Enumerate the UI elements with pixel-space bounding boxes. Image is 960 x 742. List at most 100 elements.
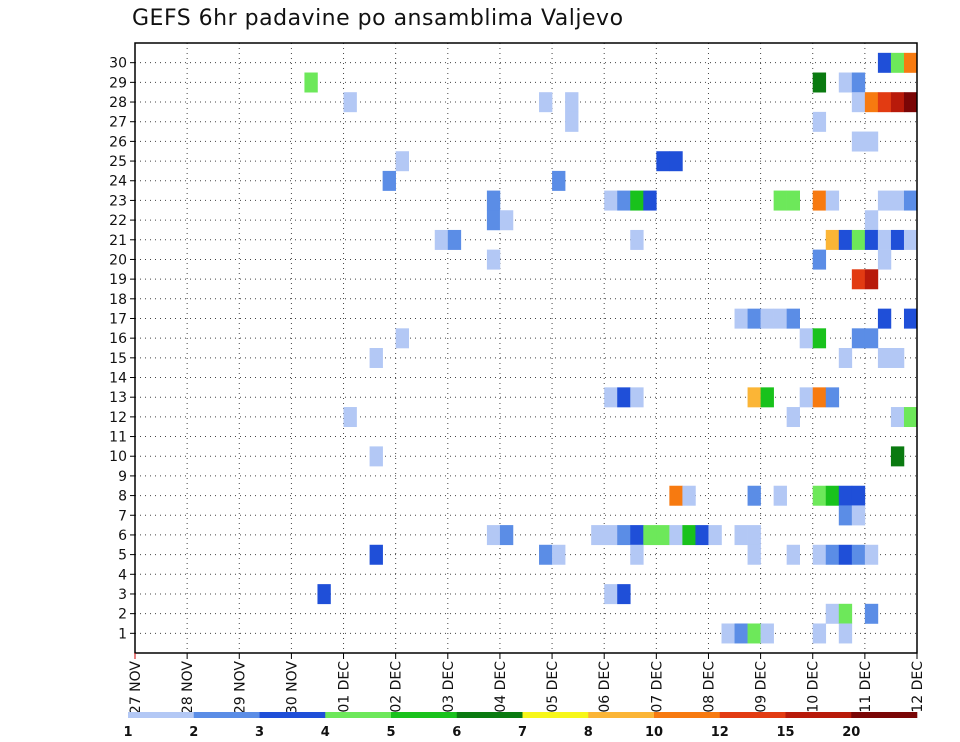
heatmap-cell	[903, 190, 918, 211]
colorbar-segment	[193, 712, 260, 718]
heatmap-cell	[838, 544, 853, 565]
heatmap-cell	[486, 210, 501, 231]
y-tick-label: 24	[109, 174, 127, 190]
x-tick-label: 04 DEC	[493, 661, 509, 713]
colorbar-segment	[654, 712, 721, 718]
heatmap-cell	[851, 485, 866, 506]
heatmap-cell	[343, 407, 357, 428]
heatmap-cell	[864, 544, 879, 565]
heatmap-cell	[304, 72, 318, 93]
heatmap-cell	[838, 623, 853, 644]
y-tick-label: 8	[118, 489, 127, 505]
y-tick-label: 16	[109, 331, 127, 347]
heatmap-cell	[877, 190, 892, 211]
heatmap-cell	[630, 525, 644, 546]
heatmap-cell	[864, 328, 879, 349]
heatmap-cell	[369, 446, 383, 467]
heatmap-cell	[656, 151, 670, 172]
colorbar-segment	[719, 712, 786, 718]
heatmap-cell	[825, 544, 840, 565]
y-tick-label: 21	[109, 233, 127, 249]
y-tick-label: 6	[118, 528, 127, 544]
heatmap-cell	[825, 603, 840, 624]
x-tick-label: 27 NOV	[128, 661, 144, 715]
heatmap-cell	[773, 485, 787, 506]
heatmap-cell	[317, 584, 331, 605]
heatmap-cell	[343, 92, 357, 113]
heatmap-cell	[877, 52, 892, 73]
heatmap-cell	[617, 387, 631, 408]
heatmap-cell	[734, 308, 748, 329]
heatmap-cell	[591, 525, 605, 546]
plot-frame	[134, 42, 918, 654]
heatmap-cell	[864, 269, 879, 290]
heatmap-cell	[812, 328, 827, 349]
heatmap-cell	[890, 52, 905, 73]
heatmap-cell	[890, 446, 905, 467]
heatmap-cell	[760, 387, 774, 408]
colorbar-segment	[456, 712, 523, 718]
heatmap-cell	[838, 72, 853, 93]
colorbar-label: 7	[518, 725, 527, 740]
heatmap-cell	[877, 249, 892, 270]
heatmap-cell	[851, 92, 866, 113]
heatmap-cell	[604, 387, 618, 408]
heatmap-cell	[669, 151, 683, 172]
y-tick-label: 29	[109, 75, 127, 91]
x-tick-label: 07 DEC	[649, 661, 665, 713]
heatmap-cell	[382, 170, 396, 191]
heatmap-cell	[890, 190, 905, 211]
heatmap-cell	[734, 525, 748, 546]
x-tick-label: 29 NOV	[232, 661, 248, 715]
heatmap-cell	[851, 505, 866, 526]
colorbar-label: 3	[255, 725, 264, 740]
heatmap-cell	[877, 348, 892, 368]
chart-title: GEFS 6hr padavine po ansamblima Valjevo	[132, 6, 624, 31]
heatmap-cell	[864, 210, 879, 231]
colorbar-label: 8	[584, 725, 593, 740]
heatmap-cell	[669, 485, 683, 506]
y-tick-label: 4	[118, 567, 127, 583]
heatmap-cell	[838, 603, 853, 624]
heatmap-cell	[747, 308, 761, 329]
heatmap-cell	[903, 52, 918, 73]
y-tick-label: 20	[109, 252, 127, 268]
heatmap-cell	[760, 623, 774, 644]
heatmap-cell	[851, 544, 866, 565]
colorbar-label: 1	[123, 725, 132, 740]
heatmap-cell	[708, 525, 722, 546]
x-tick-label: 05 DEC	[545, 661, 561, 713]
heatmap-cell	[812, 387, 827, 408]
heatmap-cell	[825, 229, 840, 250]
heatmap-cell	[825, 485, 840, 506]
heatmap-cell	[838, 505, 853, 526]
heatmap-cell	[630, 387, 644, 408]
x-tick-label: 11 DEC	[858, 661, 874, 713]
colorbar-label: 6	[452, 725, 461, 740]
heatmap-cell	[851, 131, 866, 152]
heatmap-cell	[812, 72, 827, 93]
heatmap-cell	[812, 623, 827, 644]
heatmap-cell	[773, 308, 787, 329]
colorbar-segment	[851, 712, 918, 718]
heatmap-cell	[552, 170, 566, 191]
colorbar-segment	[325, 712, 392, 718]
x-tick-label: 06 DEC	[597, 661, 613, 713]
heatmap-cell	[903, 92, 918, 113]
colorbar-segment	[522, 712, 589, 718]
heatmap-cell	[864, 131, 879, 152]
heatmap-cell	[851, 229, 866, 250]
heatmap-cell	[786, 308, 800, 329]
heatmap-cell	[786, 190, 800, 211]
y-tick-label: 30	[109, 56, 127, 72]
heatmap-cell	[682, 525, 696, 546]
heatmap-cell	[539, 544, 553, 565]
y-tick-label: 15	[109, 351, 127, 367]
y-tick-label: 10	[109, 449, 127, 465]
y-tick-label: 14	[109, 371, 127, 387]
heatmap-cell	[851, 72, 866, 93]
heatmap-cell	[604, 525, 618, 546]
y-tick-label: 28	[109, 95, 127, 111]
colorbar-segment	[588, 712, 655, 718]
heatmap-cell	[369, 348, 383, 368]
